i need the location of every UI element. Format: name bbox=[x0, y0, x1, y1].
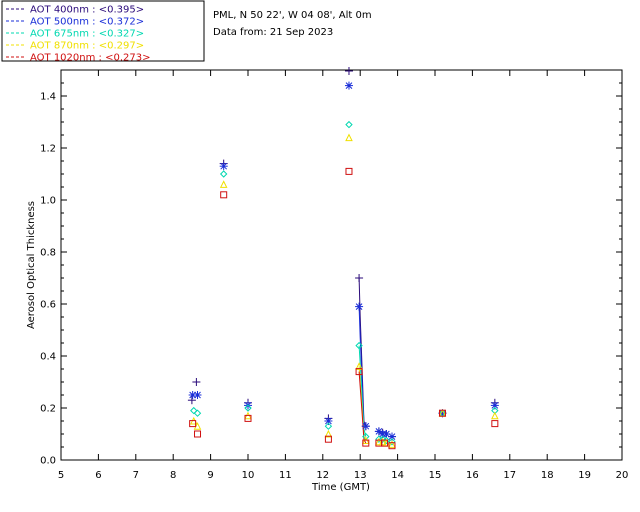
point-s0-5 bbox=[344, 67, 353, 75]
x-tick-label: 18 bbox=[541, 470, 554, 481]
x-tick-label: 5 bbox=[58, 470, 64, 481]
point-s2-9 bbox=[378, 435, 387, 443]
point-s1-6 bbox=[355, 302, 364, 311]
date-label: Data from: 21 Sep 2023 bbox=[213, 27, 333, 38]
point-s4-0 bbox=[189, 420, 197, 428]
point-s2-10 bbox=[382, 436, 391, 445]
y-tick-label: 1.0 bbox=[40, 196, 56, 207]
point-s4-5 bbox=[345, 167, 353, 175]
x-tick-label: 19 bbox=[578, 470, 591, 481]
point-s4-11 bbox=[438, 409, 446, 417]
point-s2-6 bbox=[355, 341, 363, 350]
x-tick-label: 12 bbox=[316, 470, 329, 481]
x-tick-label: 8 bbox=[170, 470, 176, 481]
x-tick-label: 20 bbox=[616, 470, 629, 481]
point-s4-2 bbox=[220, 191, 228, 199]
point-s4-4 bbox=[324, 435, 332, 443]
y-tick-label: 0.4 bbox=[40, 352, 56, 363]
point-s1-10 bbox=[382, 430, 391, 438]
legend-box bbox=[1, 0, 205, 62]
point-s2-3 bbox=[244, 404, 252, 412]
y-axis-label: Aerosol Optical Thickness bbox=[26, 201, 37, 329]
point-s3-2 bbox=[219, 180, 228, 188]
axis-ticks: 5 6 7 8 9 10 11 12 13 14 15 16 17 18 19 20 0.0 0.2 0.4 0.6 0… bbox=[40, 69, 629, 481]
point-s4-7 bbox=[362, 439, 370, 447]
point-s2-1 bbox=[193, 409, 202, 417]
point-s2-5 bbox=[345, 120, 353, 129]
x-tick-label: 17 bbox=[503, 470, 516, 481]
point-s2-11 bbox=[388, 438, 396, 446]
point-s1-5 bbox=[344, 81, 353, 90]
point-s2-4 bbox=[324, 422, 333, 430]
point-s3-6 bbox=[355, 362, 363, 370]
x-tick-label: 14 bbox=[391, 470, 404, 481]
point-s3-13 bbox=[491, 411, 499, 420]
point-s0-6 bbox=[355, 274, 364, 282]
legend: AOT 400nm : <0.395>AOT 500nm : <0.372>AO… bbox=[1, 0, 205, 64]
x-tick-label: 13 bbox=[354, 470, 367, 481]
y-tick-label: 0.0 bbox=[40, 456, 56, 467]
point-s3-4 bbox=[324, 429, 333, 438]
point-s4-1 bbox=[194, 430, 202, 438]
point-s0-1 bbox=[192, 378, 201, 386]
y-tick-label: 0.2 bbox=[40, 404, 56, 415]
point-s1-1 bbox=[193, 391, 202, 399]
point-s2-2 bbox=[219, 170, 228, 178]
x-tick-label: 6 bbox=[95, 470, 101, 481]
y-tick-label: 1.2 bbox=[40, 144, 56, 155]
x-tick-label: 11 bbox=[279, 470, 292, 481]
y-tick-label: 0.8 bbox=[40, 248, 56, 259]
series-line-2 bbox=[358, 345, 367, 437]
point-s3-8 bbox=[375, 437, 383, 446]
x-tick-label: 16 bbox=[466, 470, 479, 481]
point-s0-0 bbox=[187, 396, 196, 405]
point-s4-6 bbox=[355, 368, 363, 376]
point-s4-10 bbox=[388, 442, 396, 450]
legend-entry-2: AOT 675nm : <0.327> bbox=[30, 29, 144, 40]
point-s4-3 bbox=[244, 414, 252, 422]
data-points bbox=[187, 67, 499, 450]
point-s1-2 bbox=[219, 162, 228, 171]
legend-entry-4: AOT 1020nm : <0.273> bbox=[30, 53, 150, 64]
x-tick-label: 7 bbox=[133, 470, 139, 481]
point-s4-9 bbox=[381, 439, 389, 447]
point-s2-0 bbox=[190, 406, 198, 415]
point-s3-5 bbox=[345, 133, 353, 142]
legend-entry-0: AOT 400nm : <0.395> bbox=[30, 5, 144, 16]
x-axis-label: Time (GMT) bbox=[311, 482, 370, 493]
x-tick-label: 10 bbox=[242, 470, 255, 481]
y-tick-label: 0.6 bbox=[40, 300, 56, 311]
series-lines bbox=[358, 277, 367, 444]
plot-frame bbox=[60, 69, 623, 461]
legend-entry-1: AOT 500nm : <0.372> bbox=[30, 17, 144, 28]
point-s3-11 bbox=[388, 440, 396, 448]
point-s4-12 bbox=[491, 420, 499, 428]
legend-entry-3: AOT 870nm : <0.297> bbox=[30, 41, 144, 52]
y-tick-label: 1.4 bbox=[40, 92, 56, 103]
site-label: PML, N 50 22', W 04 08', Alt 0m bbox=[213, 10, 372, 21]
x-tick-label: 9 bbox=[207, 470, 213, 481]
x-tick-label: 15 bbox=[429, 470, 442, 481]
point-s1-7 bbox=[361, 422, 370, 431]
